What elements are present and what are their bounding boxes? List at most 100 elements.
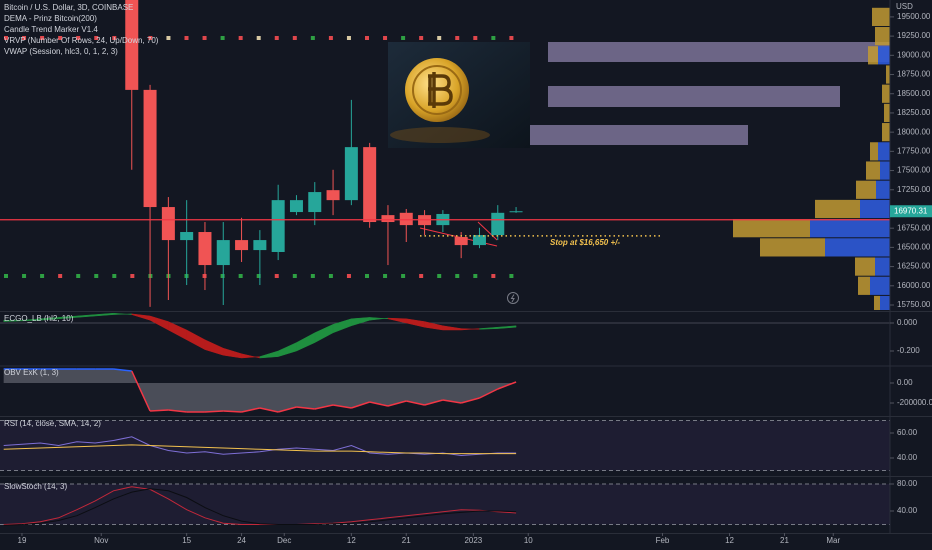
y-tick-label: 16250.00 — [897, 262, 931, 271]
last-price-label: 16970.31 — [894, 206, 928, 215]
profile-up — [878, 142, 890, 161]
obv-line — [259, 407, 279, 413]
trend-marker — [22, 36, 27, 40]
trend-marker — [22, 274, 27, 278]
profile-down — [882, 84, 890, 103]
trend-marker — [401, 274, 406, 278]
drawing-line — [477, 221, 498, 241]
y-tick-label: 16750.00 — [897, 223, 931, 232]
trend-marker — [112, 36, 117, 40]
obv-line — [168, 409, 187, 413]
chart-title: Bitcoin / U.S. Dollar, 3D, COINBASE — [4, 3, 133, 12]
trend-marker — [238, 36, 243, 40]
trend-marker — [365, 36, 369, 40]
trend-marker — [220, 36, 225, 40]
trend-marker — [310, 274, 315, 278]
y-tick-label: 60.00 — [897, 428, 918, 437]
trend-marker — [509, 274, 514, 278]
obv-line — [387, 400, 407, 407]
obv-line — [277, 406, 297, 413]
y-axis-label: USD — [896, 2, 913, 11]
indicator-label: DEMA - Prinz Bitcoin(200) — [4, 14, 97, 23]
trend-marker — [328, 36, 333, 40]
x-tick-label: 12 — [347, 536, 356, 545]
indicator-panes — [0, 312, 890, 526]
profile-down — [855, 257, 875, 276]
image-shadow — [390, 127, 490, 143]
obv-line — [406, 400, 425, 406]
area-fill — [3, 369, 517, 412]
trend-marker — [473, 36, 478, 40]
trend-marker — [419, 36, 424, 40]
candle-body — [143, 89, 157, 208]
y-tick-label: 40.00 — [897, 453, 918, 462]
candle-body — [180, 232, 194, 241]
trend-marker — [58, 36, 63, 40]
candle-body — [509, 211, 523, 213]
obv-line — [479, 388, 499, 399]
x-tick-label: 19 — [18, 536, 27, 545]
y-tick-label: 19000.00 — [897, 50, 931, 59]
trend-marker — [292, 36, 297, 40]
profile-up — [860, 199, 890, 219]
obv-line — [223, 410, 242, 413]
candle-body — [344, 147, 358, 201]
obv-line — [131, 370, 151, 412]
trend-marker — [40, 36, 45, 40]
profile-down — [760, 238, 825, 257]
y-tick-label: 17250.00 — [897, 185, 931, 194]
profile-up — [870, 276, 890, 295]
indicator-line — [3, 488, 517, 526]
trend-marker — [274, 36, 279, 40]
level-band — [0, 420, 890, 471]
candle-body — [253, 240, 267, 251]
profile-down — [886, 65, 890, 84]
trend-marker — [220, 274, 225, 278]
trend-marker — [310, 36, 315, 40]
x-tick-label: 21 — [780, 536, 789, 545]
trend-marker — [58, 274, 63, 278]
candle-body — [125, 0, 139, 90]
trend-marker — [437, 274, 442, 278]
trend-marker — [148, 36, 153, 40]
x-tick-label: 12 — [725, 536, 734, 545]
pane-title: ECGO_LB (hl2, 10) — [4, 314, 74, 323]
trend-marker — [112, 274, 117, 278]
profile-up — [878, 46, 890, 65]
trend-marker — [383, 274, 388, 278]
profile-up — [876, 180, 890, 199]
candle-body — [491, 212, 505, 236]
profile-down — [875, 27, 890, 46]
trend-marker — [94, 274, 99, 278]
profile-up — [875, 257, 890, 276]
y-tick-label: 18750.00 — [897, 70, 931, 79]
trend-marker — [76, 274, 81, 278]
candle-body — [198, 232, 212, 266]
profile-down — [882, 123, 890, 142]
zone-box — [548, 42, 890, 62]
trend-marker — [40, 274, 45, 278]
candle-body — [454, 237, 468, 246]
obv-line — [332, 404, 352, 409]
bitcoin-image — [388, 42, 530, 148]
obv-line — [204, 410, 224, 413]
trend-marker — [437, 36, 442, 40]
x-tick-label: Feb — [656, 536, 670, 545]
candle-body — [216, 240, 230, 266]
candle-body — [308, 192, 322, 213]
trend-marker — [491, 274, 496, 278]
indicator-label: VRVP (Number Of Rows, 24, Up/Down, 70) — [4, 36, 159, 45]
obv-line — [150, 409, 169, 412]
profile-down — [866, 161, 880, 180]
trend-marker — [383, 36, 388, 40]
trend-marker — [4, 274, 8, 278]
x-tick-label: Dec — [277, 536, 291, 545]
profile-down — [815, 199, 860, 219]
candle-body — [399, 212, 413, 226]
trend-marker — [292, 274, 297, 278]
last-price-tag — [890, 205, 932, 218]
y-tick-label: 19250.00 — [897, 31, 931, 40]
level-band — [0, 484, 890, 525]
x-tick-label: 10 — [524, 536, 533, 545]
trend-marker — [346, 36, 351, 40]
